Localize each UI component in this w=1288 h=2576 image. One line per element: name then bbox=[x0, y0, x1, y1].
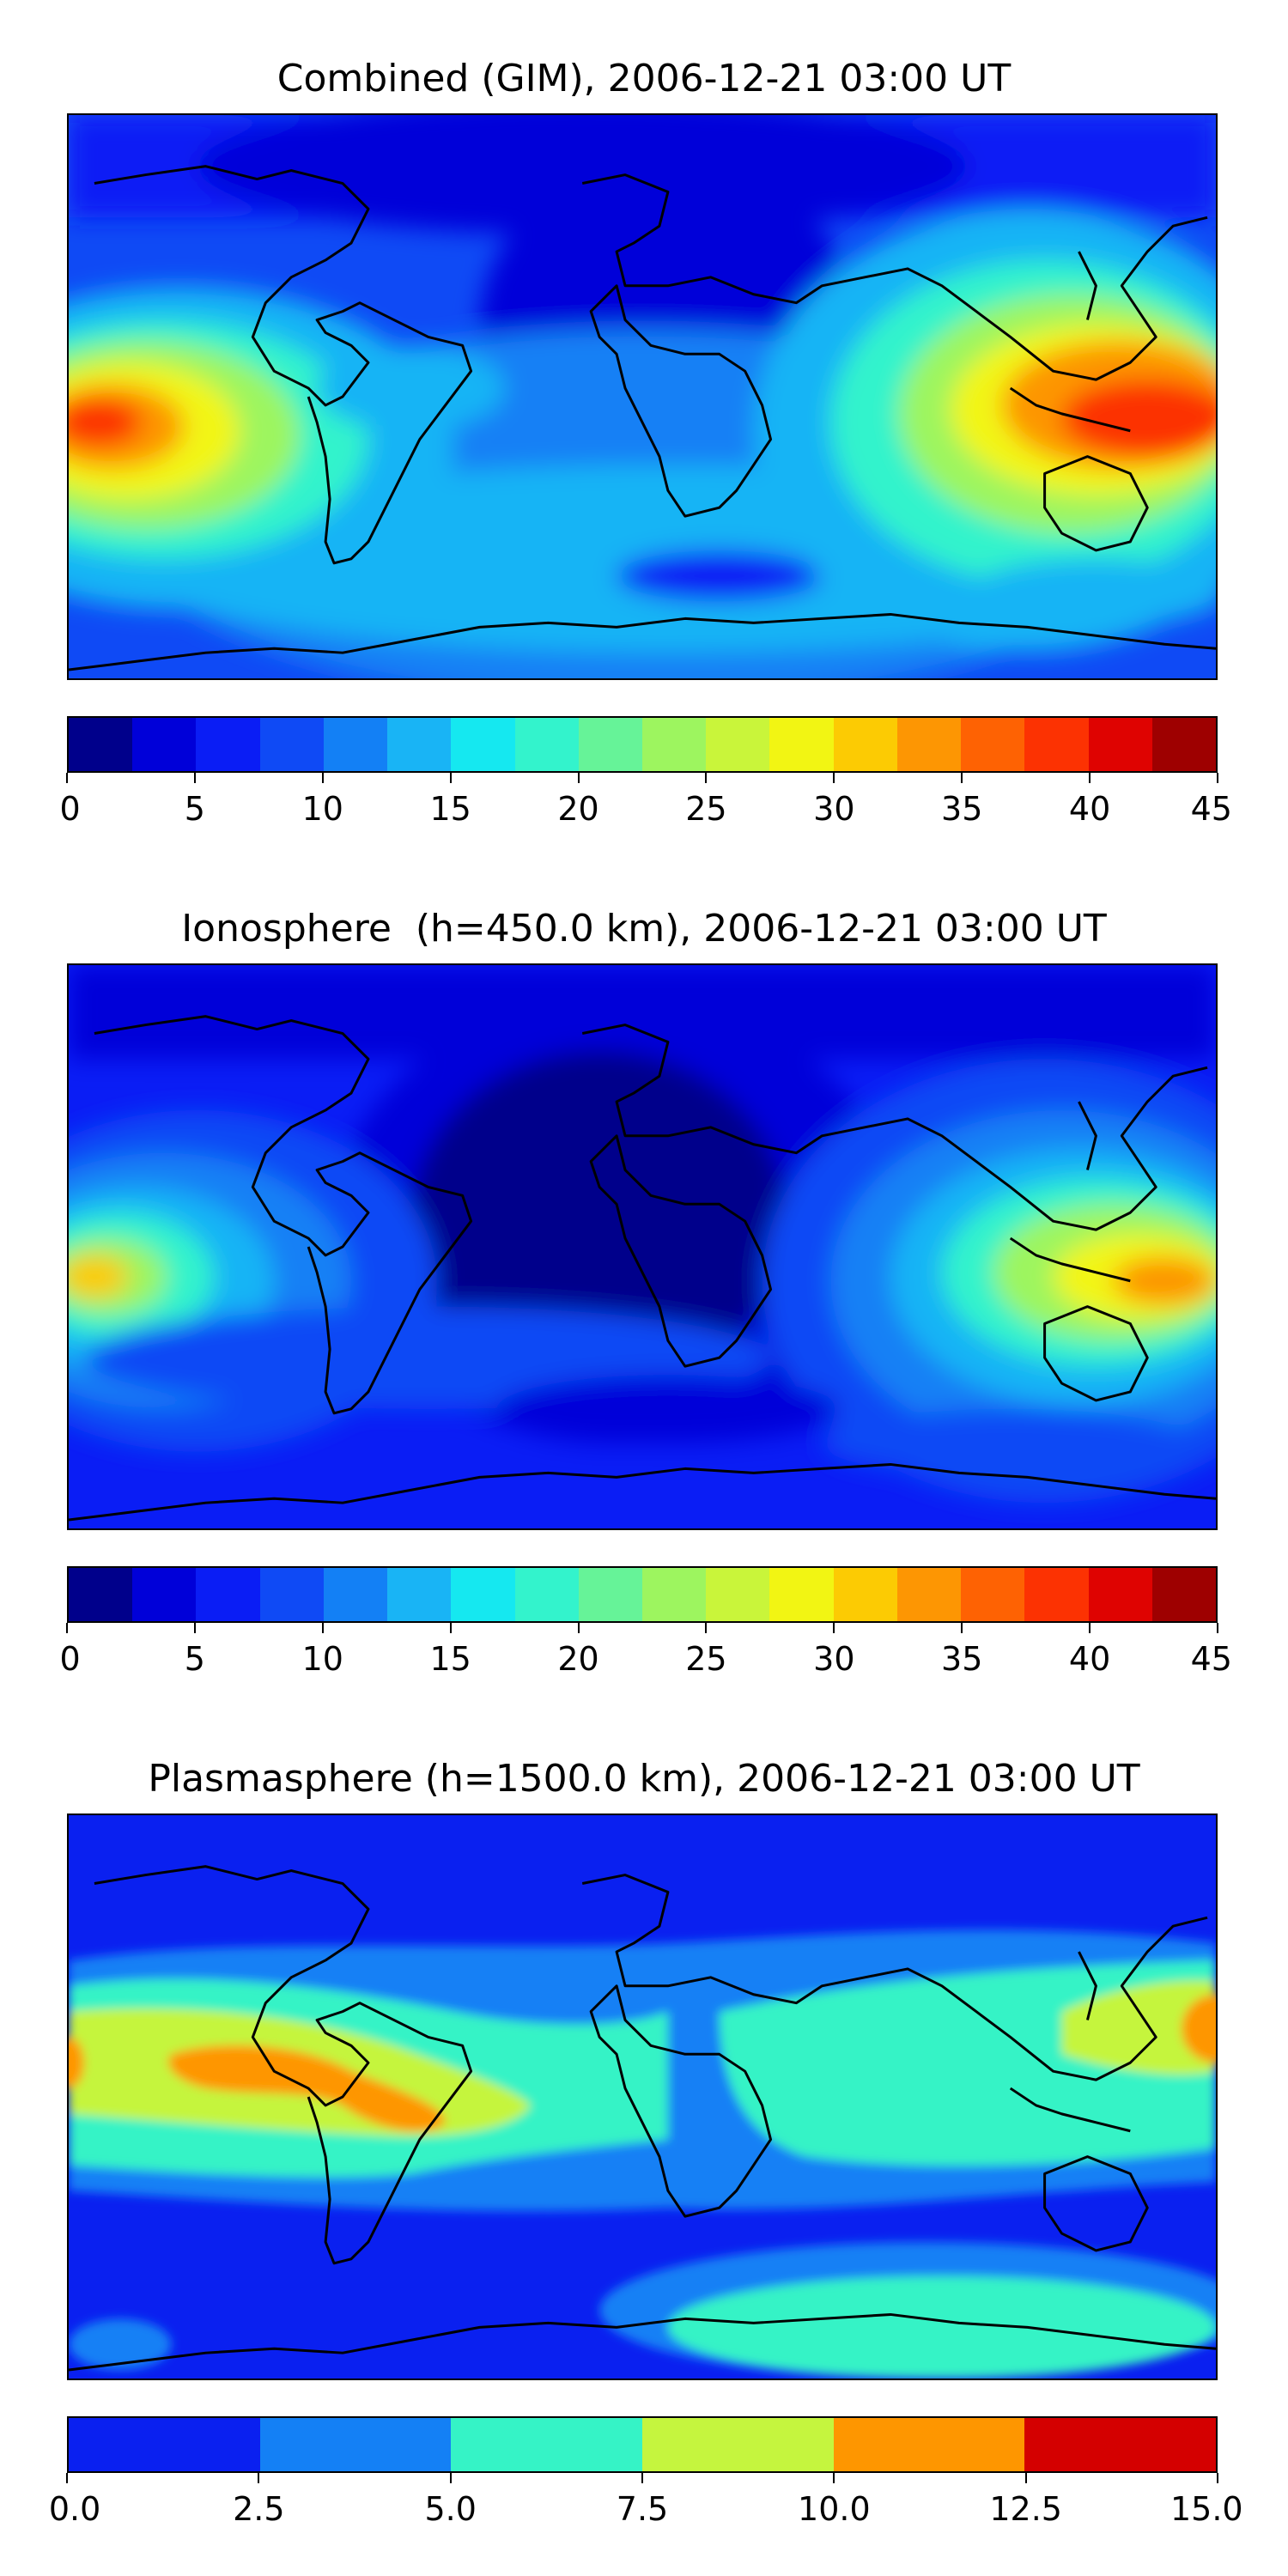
colorbar-segment bbox=[259, 2418, 452, 2471]
colorbar-segment bbox=[896, 718, 962, 771]
colorbar-segment bbox=[642, 2418, 834, 2471]
colorbar-tick-label: 40 bbox=[1068, 790, 1111, 828]
colorbar-segment bbox=[387, 1568, 452, 1621]
colorbar-tick-label: 25 bbox=[685, 790, 727, 828]
colorbar-tick-label: 0 bbox=[59, 1640, 81, 1678]
colorbar-tick-label: 30 bbox=[813, 1640, 855, 1678]
colorbar-tick-label: 10.0 bbox=[798, 2490, 871, 2528]
colorbar-segment bbox=[451, 718, 515, 771]
colorbar-tick-label: 20 bbox=[557, 790, 599, 828]
colorbar-tick-label: 5 bbox=[184, 1640, 205, 1678]
colorbar-ticks-ionosphere: 0 5 10 15 20 25 30 35 40 45 bbox=[60, 1623, 1232, 1683]
colorbar-segment bbox=[641, 718, 707, 771]
colorbar-segment bbox=[259, 1568, 324, 1621]
colorbar-combined bbox=[67, 716, 1218, 773]
colorbar-tick-label: 45 bbox=[1190, 1640, 1232, 1678]
colorbar-tick-label: 0.0 bbox=[48, 2490, 101, 2528]
colorbar-tick-label: 20 bbox=[557, 1640, 599, 1678]
colorbar-segment bbox=[1151, 718, 1216, 771]
colorbar-segment bbox=[69, 1568, 133, 1621]
colorbar-tick-label: 10 bbox=[301, 1640, 343, 1678]
panel-title-combined: Combined (GIM), 2006-12-21 03:00 UT bbox=[276, 57, 1012, 100]
colorbar-segment bbox=[451, 1568, 515, 1621]
colorbar-segment bbox=[323, 718, 388, 771]
colorbar-segment bbox=[578, 718, 642, 771]
map-combined bbox=[67, 113, 1218, 680]
colorbar-segment bbox=[132, 1568, 197, 1621]
colorbar-segment bbox=[323, 1568, 388, 1621]
colorbar-ionosphere bbox=[67, 1566, 1218, 1623]
colorbar-segment bbox=[387, 718, 452, 771]
colorbar-segment bbox=[833, 718, 897, 771]
colorbar-tick-label: 40 bbox=[1068, 1640, 1111, 1678]
colorbar-tick-label: 25 bbox=[685, 1640, 727, 1678]
colorbar-segment bbox=[641, 1568, 707, 1621]
colorbar-segment bbox=[69, 2418, 260, 2471]
colorbar-segment bbox=[1024, 718, 1089, 771]
colorbar-segment bbox=[578, 1568, 642, 1621]
colorbar-segment bbox=[833, 1568, 897, 1621]
colorbar-tick-label: 5 bbox=[184, 790, 205, 828]
colorbar-tick-label: 35 bbox=[941, 790, 983, 828]
colorbar-segment bbox=[514, 718, 579, 771]
colorbar-segment bbox=[1151, 1568, 1216, 1621]
colorbar-segment bbox=[706, 718, 770, 771]
panel-title-plasmasphere: Plasmasphere (h=1500.0 km), 2006-12-21 0… bbox=[148, 1757, 1140, 1801]
colorbar-ticks-plasmasphere: 0.0 2.5 5.0 7.5 10.0 12.5 15.0 bbox=[49, 2473, 1243, 2533]
colorbar-tick-label: 12.5 bbox=[989, 2490, 1062, 2528]
colorbar-tick-label: 15 bbox=[429, 1640, 471, 1678]
colorbar-segment bbox=[769, 1568, 834, 1621]
colorbar-segment bbox=[1024, 1568, 1089, 1621]
colorbar-tick-label: 7.5 bbox=[616, 2490, 669, 2528]
colorbar-ticks-combined: 0 5 10 15 20 25 30 35 40 45 bbox=[60, 773, 1232, 833]
colorbar-tick-label: 15.0 bbox=[1170, 2490, 1243, 2528]
colorbar-tick-label: 10 bbox=[301, 790, 343, 828]
colorbar-segment bbox=[1024, 2418, 1217, 2471]
map-plasmasphere bbox=[67, 1814, 1218, 2380]
colorbar-plasmasphere bbox=[67, 2416, 1218, 2473]
colorbar-tick-label: 45 bbox=[1190, 790, 1232, 828]
colorbar-segment bbox=[196, 1568, 260, 1621]
colorbar-segment bbox=[833, 2418, 1025, 2471]
colorbar-segment bbox=[69, 718, 133, 771]
colorbar-segment bbox=[706, 1568, 770, 1621]
colorbar-segment bbox=[769, 718, 834, 771]
colorbar-segment bbox=[451, 2418, 643, 2471]
colorbar-segment bbox=[1088, 718, 1152, 771]
colorbar-segment bbox=[961, 718, 1025, 771]
colorbar-tick-label: 30 bbox=[813, 790, 855, 828]
colorbar-segment bbox=[132, 718, 197, 771]
colorbar-segment bbox=[196, 718, 260, 771]
panel-title-ionosphere: Ionosphere (h=450.0 km), 2006-12-21 03:0… bbox=[181, 907, 1107, 951]
colorbar-tick-label: 5.0 bbox=[424, 2490, 477, 2528]
colorbar-segment bbox=[259, 718, 324, 771]
colorbar-tick-label: 2.5 bbox=[233, 2490, 285, 2528]
colorbar-tick-label: 35 bbox=[941, 1640, 983, 1678]
colorbar-segment bbox=[961, 1568, 1025, 1621]
colorbar-segment bbox=[514, 1568, 579, 1621]
colorbar-segment bbox=[896, 1568, 962, 1621]
colorbar-segment bbox=[1088, 1568, 1152, 1621]
map-ionosphere bbox=[67, 963, 1218, 1530]
colorbar-tick-label: 15 bbox=[429, 790, 471, 828]
colorbar-tick-label: 0 bbox=[59, 790, 81, 828]
